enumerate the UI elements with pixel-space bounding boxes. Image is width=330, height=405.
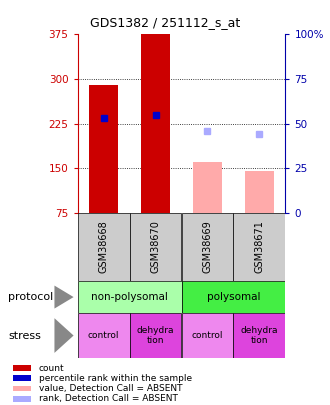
Text: percentile rank within the sample: percentile rank within the sample (39, 374, 192, 383)
Text: GDS1382 / 251112_s_at: GDS1382 / 251112_s_at (90, 16, 240, 29)
Polygon shape (54, 286, 74, 309)
Bar (245, 171, 274, 213)
Text: protocol: protocol (8, 292, 53, 302)
Bar (13, 386, 31, 392)
Bar (233, 313, 285, 358)
Bar (182, 313, 234, 358)
Text: GSM38671: GSM38671 (254, 221, 264, 273)
Bar (182, 213, 234, 281)
Text: GSM38669: GSM38669 (203, 221, 213, 273)
Text: count: count (39, 364, 64, 373)
Bar (233, 213, 285, 281)
Text: non-polysomal: non-polysomal (91, 292, 168, 302)
Text: polysomal: polysomal (207, 292, 260, 302)
Bar (89, 85, 118, 213)
Text: stress: stress (8, 330, 41, 341)
Bar (78, 213, 129, 281)
Text: dehydra
tion: dehydra tion (137, 326, 174, 345)
Text: control: control (192, 331, 223, 340)
Bar (13, 396, 31, 402)
Bar (141, 34, 170, 213)
Text: GSM38668: GSM38668 (99, 221, 109, 273)
Polygon shape (54, 318, 74, 353)
Text: rank, Detection Call = ABSENT: rank, Detection Call = ABSENT (39, 394, 178, 403)
Text: dehydra
tion: dehydra tion (241, 326, 278, 345)
Bar (182, 281, 285, 313)
Bar (78, 281, 182, 313)
Bar (129, 213, 182, 281)
Bar (13, 365, 31, 371)
Bar (129, 313, 182, 358)
Bar (78, 313, 129, 358)
Text: GSM38670: GSM38670 (150, 221, 160, 273)
Text: value, Detection Call = ABSENT: value, Detection Call = ABSENT (39, 384, 182, 393)
Bar (13, 375, 31, 381)
Text: control: control (88, 331, 119, 340)
Bar (193, 162, 222, 213)
